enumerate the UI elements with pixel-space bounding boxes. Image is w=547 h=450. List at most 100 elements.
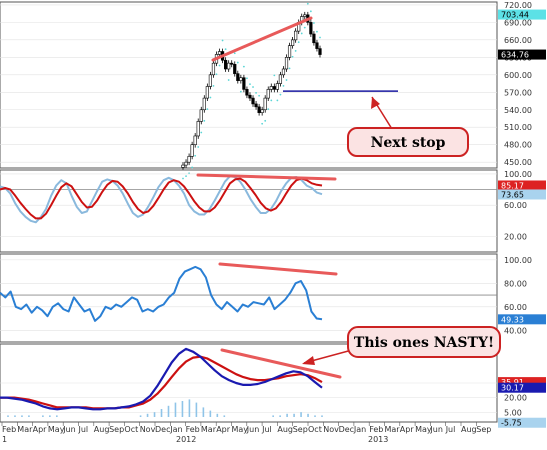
macd-value-tag: 30.17	[498, 382, 546, 393]
macd-value-tag: -5.75	[498, 417, 546, 428]
month-label: Feb	[186, 425, 200, 434]
candle-body	[287, 45, 292, 58]
stochastic-value-tag: 85.17	[498, 180, 546, 191]
stochastic-k-line	[0, 175, 323, 224]
candle-body	[263, 97, 267, 111]
macd-ytick-label: 20.00	[504, 394, 527, 403]
candle-body	[284, 57, 289, 70]
candle-body	[318, 48, 322, 55]
stochastic-trendline	[196, 173, 337, 181]
psar-dot	[258, 94, 261, 97]
psar-dot	[209, 96, 212, 99]
psar-dot	[294, 50, 297, 52]
candle-body	[187, 156, 191, 163]
month-label: Aug	[277, 425, 293, 434]
rsi-ytick-label: 40.00	[504, 326, 527, 335]
candle-body	[251, 97, 255, 105]
candle-body	[290, 39, 295, 46]
price-ytick-label: 510.00	[504, 123, 532, 132]
price-ytick-label: 660.00	[504, 36, 532, 45]
psar-dot	[249, 83, 251, 86]
psar-dot	[221, 39, 224, 42]
month-label: Apr	[33, 425, 48, 434]
month-label: Apr	[400, 425, 415, 434]
psar-dot	[291, 55, 294, 58]
psar-dot	[224, 48, 227, 51]
candle-body	[205, 86, 209, 99]
stochastic-ytick-label: 60.00	[504, 201, 527, 210]
price-frame	[0, 1, 498, 169]
nasty-arrow-head	[302, 356, 315, 365]
psar-dot	[227, 79, 230, 81]
psar-dot	[264, 119, 267, 122]
macd-value-tag-label: 30.17	[501, 384, 524, 393]
candle-body	[245, 89, 249, 96]
month-label: May	[232, 425, 249, 434]
psar-dot	[309, 10, 312, 13]
candle-body	[190, 144, 194, 157]
psar-dot	[316, 30, 318, 33]
stochastic-d-line	[0, 177, 323, 220]
price-ytick-label: 720.00	[504, 1, 532, 10]
month-label: Dec	[339, 425, 354, 434]
rsi-line	[0, 265, 323, 322]
psar-dot	[297, 41, 300, 44]
psar-dot	[212, 84, 215, 87]
psar-dot	[185, 175, 187, 178]
psar-dot	[233, 52, 236, 55]
price-ytick-label: 570.00	[504, 88, 532, 97]
psar-dot	[276, 99, 279, 102]
psar-dot	[319, 36, 321, 39]
psar-dot	[191, 166, 194, 169]
price-value-tag-label: 703.44	[501, 11, 529, 20]
psar-dot	[255, 91, 257, 94]
rsi-ytick-label: 60.00	[504, 303, 527, 312]
price-value-tag-bg	[498, 49, 546, 60]
candle-body	[242, 77, 246, 90]
candle-body	[181, 164, 185, 168]
stochastic-frame	[0, 169, 498, 253]
price-value-tag: 634.76	[498, 49, 546, 60]
month-label: Oct	[124, 425, 138, 434]
candle-body	[208, 74, 213, 87]
next-stop-arrow-head	[371, 97, 380, 109]
stochastic-value-tag-bg	[498, 189, 546, 200]
psar-dot	[270, 99, 273, 102]
month-label: Feb	[2, 425, 16, 434]
price-value-tag: 703.44	[498, 9, 546, 20]
psar-dot	[236, 61, 239, 64]
price-value-tag-bg	[498, 9, 546, 20]
month-label: Jan	[353, 425, 366, 434]
price-trendline	[211, 16, 313, 62]
psar-dot	[206, 108, 209, 111]
psar-dot	[279, 93, 282, 96]
candle-body	[254, 103, 258, 108]
candle-body	[266, 89, 270, 99]
stochastic-ytick-label: 100.00	[504, 170, 532, 179]
rsi-value-tag-label: 49.33	[501, 315, 524, 324]
candle-body	[230, 62, 234, 65]
rsi-trendline	[218, 262, 338, 276]
rsi-value-tag: 49.33	[498, 314, 546, 325]
stochastic-value-tag-label: 73.65	[501, 190, 524, 199]
candle-body	[281, 68, 286, 76]
psar-dot	[239, 90, 242, 93]
macd-value-tag-label: 35.91	[501, 378, 524, 387]
month-label: May	[415, 425, 432, 434]
psar-dot	[273, 74, 276, 77]
psar-dot	[252, 86, 254, 88]
rsi-ytick-label: 80.00	[504, 279, 527, 288]
candle-body	[275, 83, 279, 90]
month-label: Sep	[109, 425, 124, 434]
month-label: Mar	[201, 425, 217, 434]
psar-dot	[282, 84, 285, 87]
psar-dot	[285, 79, 288, 81]
month-label: Nov	[323, 425, 339, 434]
macd-value-tag-bg	[498, 382, 546, 393]
candle-body	[309, 22, 313, 35]
month-label: Sep	[476, 425, 491, 434]
stochastic-value-tag-label: 85.17	[501, 181, 524, 190]
psar-dot	[267, 108, 270, 111]
